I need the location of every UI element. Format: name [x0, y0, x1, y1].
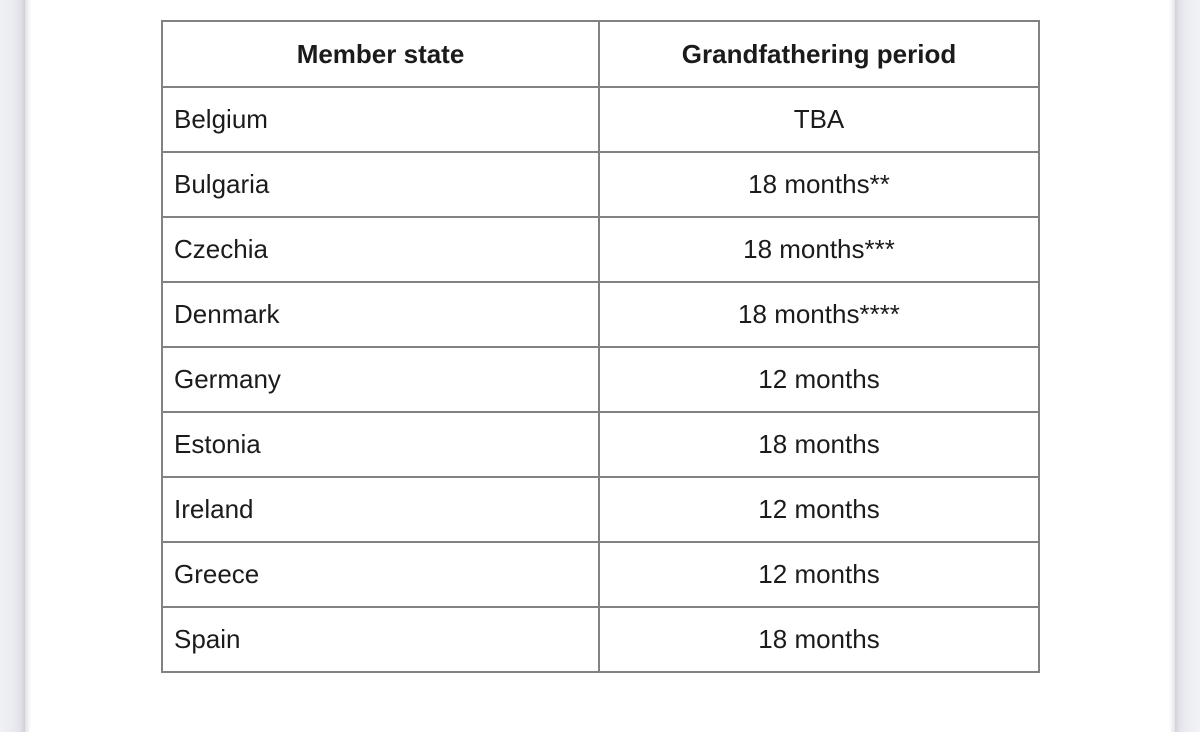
member-state-cell: Czechia — [161, 216, 600, 283]
table-row: Estonia 18 months — [161, 411, 1040, 478]
grandfathering-period-cell: 18 months*** — [598, 216, 1040, 283]
table-row: Bulgaria 18 months** — [161, 151, 1040, 218]
table-row: Denmark 18 months**** — [161, 281, 1040, 348]
member-state-cell: Belgium — [161, 86, 600, 153]
table-row: Greece 12 months — [161, 541, 1040, 608]
grandfathering-period-cell: TBA — [598, 86, 1040, 153]
page-left-shadow — [25, 0, 31, 732]
column-header-grandfathering-period: Grandfathering period — [598, 20, 1040, 88]
page-right-shadow — [1169, 0, 1175, 732]
viewer-right-gutter — [1175, 0, 1200, 732]
table-row: Belgium TBA — [161, 86, 1040, 153]
member-state-cell: Denmark — [161, 281, 600, 348]
member-state-cell: Germany — [161, 346, 600, 413]
grandfathering-period-table: Member state Grandfathering period Belgi… — [161, 20, 1040, 673]
grandfathering-period-cell: 12 months — [598, 476, 1040, 543]
member-state-cell: Spain — [161, 606, 600, 673]
member-state-cell: Estonia — [161, 411, 600, 478]
table-row: Czechia 18 months*** — [161, 216, 1040, 283]
grandfathering-period-cell: 18 months — [598, 606, 1040, 673]
viewer-left-gutter — [0, 0, 25, 732]
member-state-cell: Greece — [161, 541, 600, 608]
grandfathering-period-cell: 18 months** — [598, 151, 1040, 218]
grandfathering-period-cell: 12 months — [598, 346, 1040, 413]
table-row: Spain 18 months — [161, 606, 1040, 673]
column-header-member-state: Member state — [161, 20, 600, 88]
grandfathering-period-cell: 18 months**** — [598, 281, 1040, 348]
document-page: Member state Grandfathering period Belgi… — [31, 0, 1169, 732]
member-state-cell: Bulgaria — [161, 151, 600, 218]
table-row: Ireland 12 months — [161, 476, 1040, 543]
table-row: Germany 12 months — [161, 346, 1040, 413]
grandfathering-period-cell: 18 months — [598, 411, 1040, 478]
grandfathering-period-cell: 12 months — [598, 541, 1040, 608]
table-header-row: Member state Grandfathering period — [161, 20, 1040, 88]
member-state-cell: Ireland — [161, 476, 600, 543]
